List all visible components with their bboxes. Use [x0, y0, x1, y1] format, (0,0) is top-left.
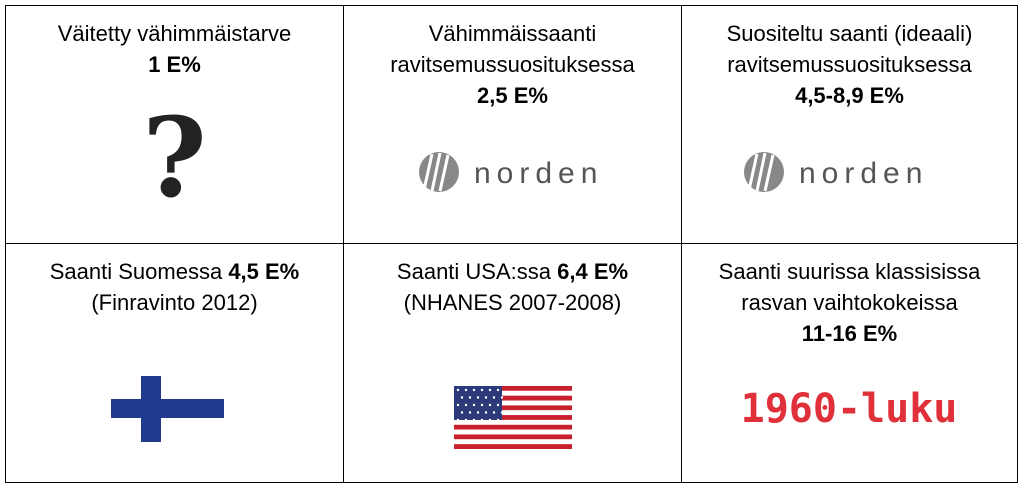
flag-part — [454, 386, 572, 391]
cell-value: 1 E% — [148, 52, 201, 77]
flag-part — [454, 424, 572, 430]
cell-value: 4,5-8,9 E% — [795, 83, 904, 108]
flag-part — [468, 396, 472, 399]
flag-part — [454, 415, 572, 420]
cell-text: Väitetty vähimmäistarve — [57, 21, 292, 46]
flag-part — [480, 403, 484, 407]
flag-part — [454, 386, 502, 420]
flag-part — [496, 418, 500, 422]
cell-value: 11-16 E% — [801, 321, 898, 346]
flag-part — [454, 419, 572, 425]
flag-part — [476, 396, 480, 399]
flag-part — [476, 411, 480, 414]
flag-part — [454, 395, 572, 401]
flag-part — [496, 388, 500, 392]
cell-text: rasvan vaihtokokeissa — [741, 290, 958, 315]
flag-part — [464, 403, 468, 407]
cell-text: Vähimmäissaanti — [428, 21, 597, 46]
cell: Suositeltu saanti (ideaali) ravitsemussu… — [681, 5, 1018, 244]
flag-part — [488, 403, 492, 407]
cell-text: ravitsemussuosituksessa — [727, 52, 972, 77]
flag-part — [454, 429, 572, 435]
flag-part — [500, 411, 504, 414]
norden-logo: norden — [744, 152, 928, 192]
cell: Saanti Suomessa 4,5 E% (Finravinto 2012) — [5, 243, 344, 483]
era-image: 1960-luku — [740, 385, 958, 433]
flag-part — [464, 418, 468, 422]
flag-part — [492, 396, 496, 399]
flag-part — [484, 411, 488, 414]
cell-value: 4,5 E% — [228, 259, 300, 284]
flag-part — [496, 403, 500, 407]
flag-part — [480, 418, 484, 422]
flag-part — [472, 388, 476, 392]
flag-part — [460, 396, 464, 399]
cell-value: 2,5 E% — [477, 83, 548, 108]
norden-logo: norden — [419, 152, 603, 192]
flag-part — [468, 411, 472, 414]
cell: Väitetty vähimmäistarve 1 E% ? — [5, 5, 344, 244]
question-icon: ? — [142, 93, 207, 222]
cell-note: (Finravinto 2012) — [91, 290, 258, 315]
cell-note: (NHANES 2007-2008) — [403, 290, 622, 315]
finland-flag — [111, 376, 224, 442]
logo-text: norden — [474, 157, 603, 190]
flag-part — [456, 418, 460, 422]
flag-part — [492, 411, 496, 414]
table-grid: Väitetty vähimmäistarve 1 E% ? Vähimmäis… — [5, 5, 1018, 483]
flag-part — [456, 403, 460, 407]
usa-flag — [454, 386, 572, 449]
flag-part — [460, 411, 464, 414]
logo-text: norden — [799, 157, 928, 190]
cell-text: Suositeltu saanti (ideaali) — [726, 21, 973, 46]
cell: Vähimmäissaanti ravitsemussuosituksessa … — [343, 5, 682, 244]
flag-part — [480, 388, 484, 392]
cell-text: Saanti suurissa klassisissa — [718, 259, 981, 284]
flag-part — [484, 396, 488, 399]
flag-part — [472, 418, 476, 422]
flag-part — [454, 444, 572, 449]
flag-part — [488, 388, 492, 392]
flag-part — [472, 403, 476, 407]
flag-part — [454, 405, 572, 411]
flag-part — [454, 390, 572, 396]
flag-part — [454, 400, 572, 406]
cell: Saanti USA:ssa 6,4 E% (NHANES 2007-2008) — [343, 243, 682, 483]
flag-part — [464, 388, 468, 392]
flag-part — [456, 388, 460, 392]
flag-part — [500, 396, 504, 399]
cell: Saanti suurissa klassisissa rasvan vaiht… — [681, 243, 1018, 483]
flag-part — [454, 410, 572, 416]
cell-text: Saanti Suomessa — [49, 259, 223, 284]
flag-part — [488, 418, 492, 422]
flag-part — [454, 439, 572, 445]
cell-value: 6,4 E% — [557, 259, 629, 284]
cell-text: Saanti USA:ssa — [396, 259, 551, 284]
flag-part — [454, 434, 572, 440]
era-text: 1960-luku — [741, 386, 958, 432]
cell-text: ravitsemussuosituksessa — [390, 52, 635, 77]
